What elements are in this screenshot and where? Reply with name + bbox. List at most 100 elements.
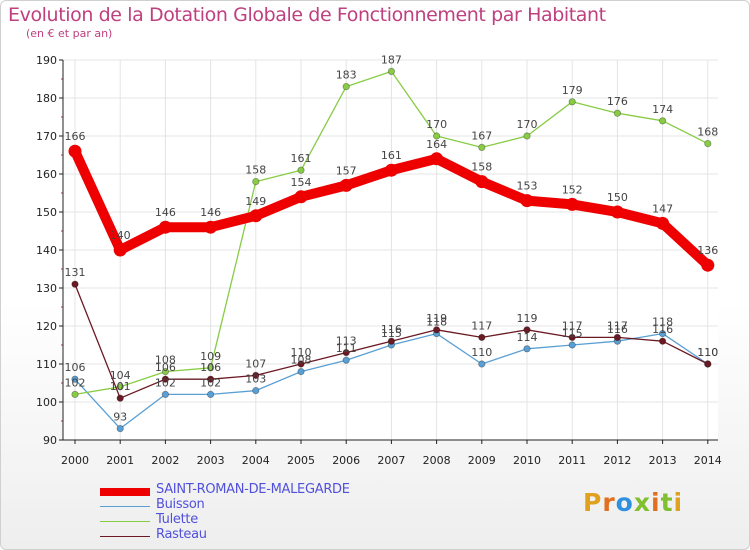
data-label-buisson: 115 — [562, 327, 583, 340]
data-label-buisson: 116 — [607, 323, 628, 336]
data-label-saint-roman-de-malegarde: 157 — [336, 164, 357, 177]
y-tick-label-150: 150 — [36, 206, 57, 219]
data-label-saint-roman-de-malegarde: 150 — [607, 191, 628, 204]
data-point-tulette — [116, 383, 124, 391]
data-label-rasteau: 110 — [291, 346, 312, 359]
logo-letter: i — [673, 488, 684, 517]
data-point-buisson — [523, 345, 531, 353]
x-tick-label-2012: 2012 — [603, 454, 631, 467]
data-point-tulette — [297, 166, 305, 174]
data-label-rasteau: 107 — [245, 357, 266, 370]
data-point-rasteau — [342, 348, 350, 357]
data-label-tulette: 187 — [381, 53, 402, 66]
x-tick-label-2000: 2000 — [61, 454, 89, 467]
data-label-saint-roman-de-malegarde: 153 — [517, 180, 538, 193]
data-label-tulette: 170 — [426, 118, 447, 131]
legend-item-saint-roman-de-malegarde: SAINT-ROMAN-DE-MALEGARDE — [100, 482, 420, 499]
data-point-tulette — [478, 143, 486, 151]
data-label-saint-roman-de-malegarde: 149 — [245, 195, 266, 208]
data-point-tulette — [432, 132, 441, 140]
data-label-buisson: 118 — [426, 316, 447, 329]
x-tick-label-2002: 2002 — [151, 454, 179, 467]
data-label-buisson: 118 — [652, 316, 673, 329]
data-label-buisson: 110 — [697, 346, 718, 359]
data-point-rasteau — [252, 371, 260, 379]
y-tick-label-100: 100 — [36, 396, 57, 409]
data-label-tulette: 174 — [652, 103, 673, 116]
data-label-tulette: 167 — [471, 129, 492, 142]
x-tick-label-2009: 2009 — [468, 454, 496, 467]
legend-swatch-buisson — [100, 506, 150, 507]
data-label-rasteau: 117 — [471, 319, 492, 332]
data-point-tulette — [568, 98, 576, 106]
data-label-saint-roman-de-malegarde: 140 — [110, 229, 131, 242]
data-point-saint-roman-de-malegarde — [610, 205, 624, 219]
data-label-saint-roman-de-malegarde: 161 — [381, 149, 402, 162]
data-point-tulette — [71, 390, 79, 398]
x-tick-label-2013: 2013 — [649, 454, 677, 467]
data-point-buisson — [252, 386, 260, 395]
data-label-buisson: 102 — [155, 376, 176, 389]
legend-item-buisson: Buisson — [100, 497, 420, 514]
logo-letter: x — [633, 488, 651, 517]
data-point-rasteau — [523, 326, 531, 334]
data-label-rasteau: 113 — [336, 335, 357, 348]
data-point-buisson — [71, 375, 79, 383]
data-point-tulette — [523, 132, 531, 140]
data-label-tulette: 168 — [697, 126, 718, 139]
data-label-buisson: 111 — [336, 342, 357, 355]
logo-letter: r — [602, 488, 616, 517]
data-label-rasteau: 131 — [65, 266, 86, 279]
proxiti-logo: Proxiti — [583, 488, 683, 517]
data-point-rasteau — [478, 333, 486, 341]
data-point-saint-roman-de-malegarde — [158, 220, 172, 234]
data-label-saint-roman-de-malegarde: 164 — [426, 138, 447, 151]
data-label-saint-roman-de-malegarde: 158 — [471, 161, 492, 174]
data-point-rasteau — [704, 360, 712, 368]
legend-label-rasteau: Rasteau — [156, 527, 207, 542]
data-label-buisson: 114 — [517, 331, 538, 344]
legend-swatch-tulette — [100, 521, 150, 522]
legend-label-tulette: Tulette — [156, 512, 198, 527]
data-point-saint-roman-de-malegarde — [204, 220, 218, 234]
data-label-rasteau: 117 — [607, 319, 628, 332]
data-label-saint-roman-de-malegarde: 136 — [697, 244, 718, 257]
data-label-rasteau: 119 — [426, 312, 447, 325]
line-chart: 90 100 110 120 130 140 150 160 170 180 190 2000 2001… — [36, 53, 722, 467]
x-tick-label-2003: 2003 — [197, 454, 225, 467]
x-tick-label-2006: 2006 — [332, 454, 360, 467]
data-label-rasteau: 117 — [562, 319, 583, 332]
data-label-tulette: 176 — [607, 95, 628, 108]
data-label-tulette: 158 — [245, 164, 266, 177]
data-label-rasteau: 106 — [155, 361, 176, 374]
data-label-buisson: 110 — [471, 346, 492, 359]
chart-title: Evolution de la Dotation Globale de Fonc… — [8, 4, 606, 26]
data-label-rasteau: 106 — [200, 361, 221, 374]
y-tick-label-130: 130 — [36, 282, 57, 295]
y-tick-label-180: 180 — [36, 92, 57, 105]
data-point-rasteau — [207, 375, 215, 383]
data-point-buisson — [478, 360, 486, 368]
legend-label-buisson: Buisson — [156, 497, 205, 512]
data-label-saint-roman-de-malegarde: 166 — [65, 130, 86, 143]
data-point-tulette — [704, 140, 712, 148]
data-point-rasteau — [432, 326, 441, 334]
data-point-buisson — [116, 424, 124, 433]
y-tick-label-160: 160 — [36, 168, 57, 181]
data-label-tulette: 170 — [517, 118, 538, 131]
data-point-tulette — [161, 367, 169, 376]
data-label-tulette: 109 — [200, 350, 221, 363]
data-point-rasteau — [161, 375, 169, 383]
legend-item-rasteau: Rasteau — [100, 527, 420, 544]
data-point-rasteau — [71, 280, 79, 288]
chart-subtitle: (en € et par an) — [26, 27, 113, 40]
data-point-tulette — [387, 67, 395, 76]
data-point-buisson — [297, 367, 305, 376]
data-point-rasteau — [568, 333, 576, 341]
data-point-tulette — [207, 364, 215, 372]
logo-letter: i — [651, 488, 661, 517]
data-point-rasteau — [387, 337, 395, 345]
data-point-saint-roman-de-malegarde — [475, 175, 489, 189]
x-tick-label-2001: 2001 — [106, 454, 134, 467]
data-point-buisson — [342, 356, 350, 364]
